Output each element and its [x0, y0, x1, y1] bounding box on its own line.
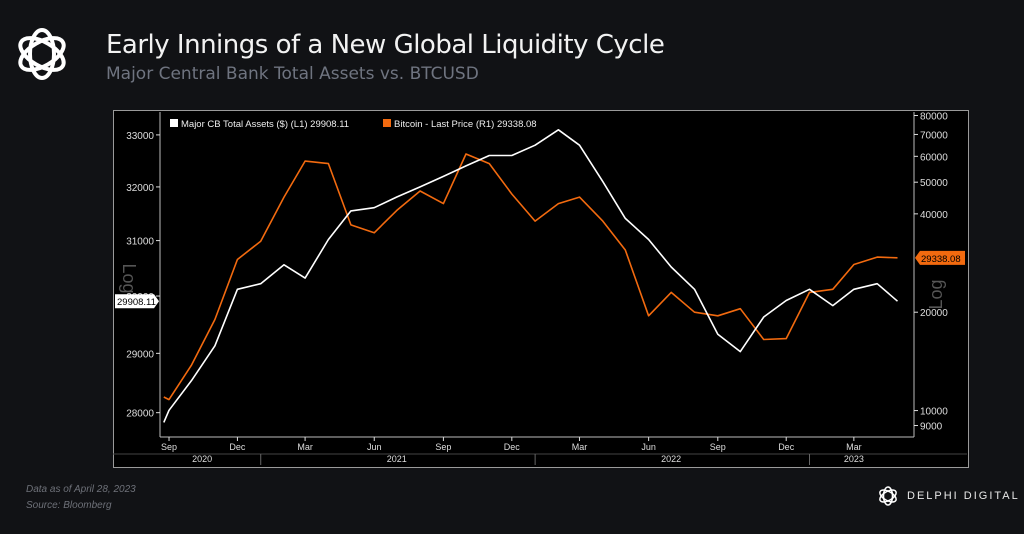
- legend-swatch: [383, 119, 391, 127]
- series-line-bitcoin: [163, 153, 898, 401]
- x-year-label: 2020: [192, 454, 212, 464]
- right-tick-label: 10000: [920, 407, 948, 418]
- page-subtitle: Major Central Bank Total Assets vs. BTCU…: [106, 64, 479, 84]
- delphi-knot-logo-icon: [18, 28, 66, 80]
- right-axis-scale-label: Log: [926, 279, 946, 309]
- right-tick-label: 20000: [920, 308, 948, 319]
- right-tick-label: 50000: [920, 178, 948, 189]
- left-axis-scale-label: Log: [119, 263, 139, 293]
- x-year-label: 2022: [661, 454, 681, 464]
- x-tick-label: Mar: [297, 442, 313, 452]
- left-tick-label: 33000: [126, 131, 154, 142]
- left-tick-label: 29000: [126, 349, 154, 360]
- brand-logo: DELPHI DIGITAL: [877, 484, 1020, 508]
- right-last-value-text: 29338.08: [921, 254, 961, 265]
- right-tick-label: 60000: [920, 152, 948, 163]
- x-tick-label: Sep: [435, 442, 451, 452]
- right-tick-label: 70000: [920, 130, 948, 141]
- left-tick-label: 28000: [126, 409, 154, 420]
- left-last-value-tag: [115, 294, 159, 309]
- x-tick-label: Jun: [641, 442, 656, 452]
- right-tick-label: 40000: [920, 210, 948, 221]
- source-note: Source: Bloomberg: [26, 500, 112, 511]
- left-tick-label: 32000: [126, 183, 154, 194]
- left-last-value-text: 29908.11: [117, 297, 156, 308]
- legend-label: Major CB Total Assets ($) (L1) 29908.11: [181, 119, 349, 130]
- x-tick-label: Dec: [229, 442, 246, 452]
- page-title: Early Innings of a New Global Liquidity …: [106, 30, 665, 60]
- legend-swatch: [170, 119, 178, 127]
- series-line-cb-assets: [163, 129, 899, 423]
- x-tick-label: Mar: [846, 442, 862, 452]
- x-tick-label: Dec: [504, 442, 521, 452]
- delphi-knot-small-icon: [879, 486, 897, 506]
- x-tick-label: Jun: [367, 442, 382, 452]
- legend-label: Bitcoin - Last Price (R1) 29338.08: [394, 119, 537, 130]
- left-tick-label: 31000: [126, 237, 154, 248]
- chart-frame: [113, 110, 969, 468]
- x-tick-label: Dec: [778, 442, 795, 452]
- x-tick-label: Sep: [161, 442, 177, 452]
- x-year-label: 2023: [844, 454, 864, 464]
- x-tick-label: Sep: [710, 442, 726, 452]
- right-tick-label: 80000: [920, 112, 948, 123]
- x-year-label: 2021: [387, 454, 407, 464]
- right-last-value-tag: [915, 250, 965, 265]
- data-date-note: Data as of April 28, 2023: [26, 484, 136, 495]
- brand-name: DELPHI DIGITAL: [907, 490, 1020, 502]
- x-tick-label: Mar: [572, 442, 588, 452]
- right-tick-label: 9000: [920, 422, 943, 433]
